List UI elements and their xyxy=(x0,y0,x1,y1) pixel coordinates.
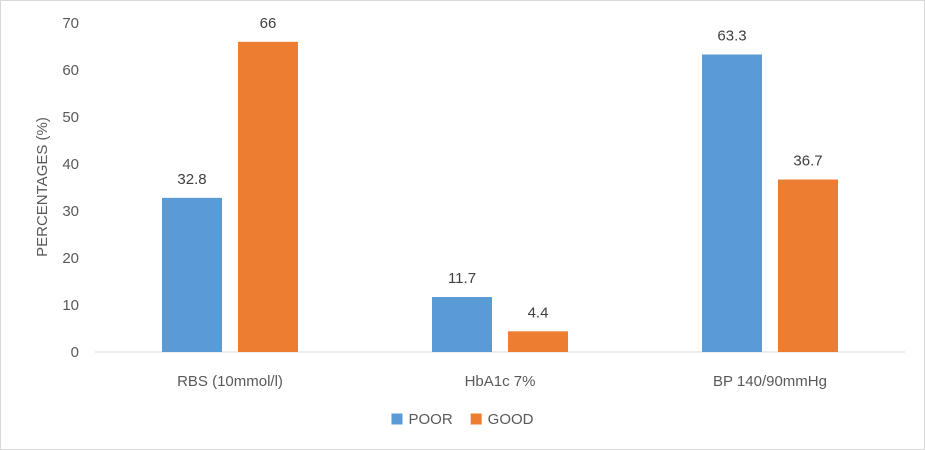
y-axis-label: PERCENTAGES (%) xyxy=(34,117,51,257)
y-tick-label: 0 xyxy=(71,344,79,361)
bar-good xyxy=(778,179,838,352)
y-tick-label: 10 xyxy=(62,297,79,314)
y-tick-label: 70 xyxy=(62,15,79,32)
legend-label: POOR xyxy=(408,411,452,428)
category-label: BP 140/90mmHg xyxy=(713,373,827,390)
data-label: 11.7 xyxy=(448,270,476,287)
legend-swatch-poor xyxy=(391,413,403,425)
category-label: RBS (10mmol/l) xyxy=(177,373,283,390)
bar-good xyxy=(508,331,568,352)
data-label: 36.7 xyxy=(793,153,822,170)
legend: POOR GOOD xyxy=(391,411,534,428)
data-label: 32.8 xyxy=(177,171,206,188)
legend-label: GOOD xyxy=(488,411,534,428)
bar-poor xyxy=(702,54,762,353)
y-tick-label: 20 xyxy=(62,250,79,267)
category-label: HbA1c 7% xyxy=(465,373,536,390)
data-label: 66 xyxy=(260,15,277,32)
bar-poor xyxy=(432,297,492,352)
legend-swatch-good xyxy=(470,413,482,425)
bar-good xyxy=(238,41,298,353)
y-tick-label: 30 xyxy=(62,203,79,220)
bar-poor xyxy=(162,197,222,352)
data-label: 63.3 xyxy=(717,27,746,44)
data-label: 4.4 xyxy=(528,304,549,321)
y-tick-label: 40 xyxy=(62,156,79,173)
y-tick-label: 50 xyxy=(62,109,79,126)
y-tick-label: 60 xyxy=(62,62,79,79)
